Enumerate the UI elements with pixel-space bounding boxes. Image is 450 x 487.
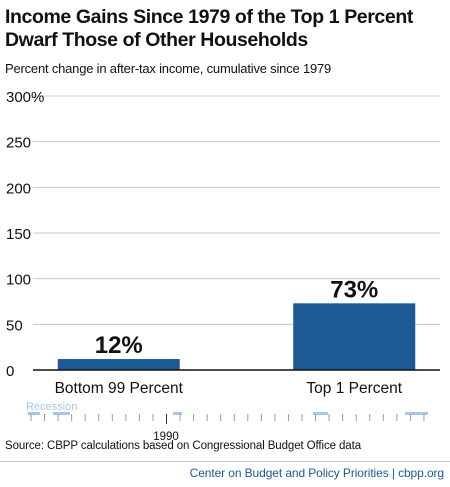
y-tick-label: 50 [6,317,23,334]
chart-area: 0 50 100 150 200 250 300% 12% Bottom 99 Percent 7… [6,89,440,440]
chart-title-line-1: Income Gains Since 1979 of the Top 1 Per… [5,6,413,28]
recession-bar [173,412,182,415]
y-tick-label: 0 [6,363,14,380]
recession-label: Recession [26,401,77,413]
x-category-label: Bottom 99 Percent [55,380,184,397]
x-category-label: Top 1 Percent [306,380,402,397]
y-tick-label: 100 [6,272,31,289]
recession-bar [313,412,328,415]
recession-bar [28,412,40,415]
source-note: Source: CBPP calculations based on Congr… [5,440,361,452]
y-tick-label: 150 [6,226,31,243]
recession-bar [405,412,428,415]
y-tick-label: 300% [6,89,44,106]
timeline-year-label: 1990 [153,431,179,440]
bar-value-label: 12% [95,332,143,359]
footer-divider [0,461,450,462]
recession-bar [53,412,70,415]
chart-title-line-2: Dwarf Those of Other Households [5,29,308,51]
chart-title: Income Gains Since 1979 of the Top 1 Per… [5,6,445,52]
y-tick-label: 200 [6,180,31,197]
chart-subtitle: Percent change in after-tax income, cumu… [5,61,332,76]
bar [57,359,180,370]
bar [293,303,416,370]
y-tick-label: 250 [6,135,31,152]
credit-line[interactable]: Center on Budget and Policy Priorities |… [189,466,444,480]
bar-value-label: 73% [330,276,378,303]
